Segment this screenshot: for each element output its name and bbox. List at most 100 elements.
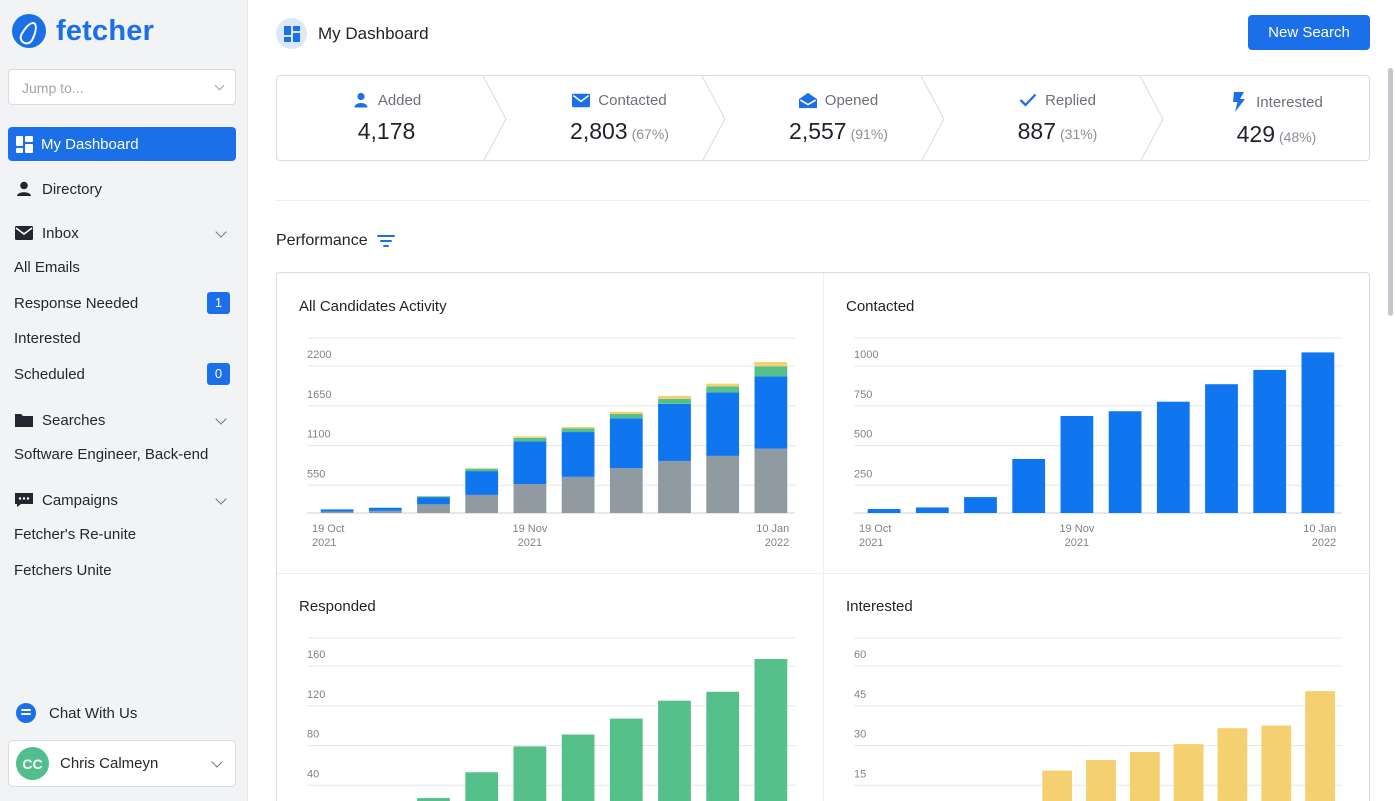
charts-grid: All Candidates Activity 550 1100 1650 2200 1… — [276, 272, 1371, 801]
sidebar-item-directory[interactable]: Directory — [14, 178, 102, 200]
charts-divider — [277, 573, 1371, 574]
bar — [320, 509, 354, 512]
bar — [1086, 760, 1116, 801]
campaigns-chevron-icon[interactable] — [215, 493, 227, 505]
logo[interactable]: fetcher — [12, 14, 154, 48]
x-tick-label: 19 Nov — [1059, 523, 1094, 535]
sidebar-item-campaign[interactable]: Fetchers Unite — [14, 562, 112, 579]
sidebar-item-campaign[interactable]: Fetcher's Re-unite — [14, 526, 137, 543]
scrollbar[interactable] — [1388, 68, 1393, 316]
user-menu[interactable]: CC Chris Calmeyn — [8, 740, 236, 787]
bar — [417, 504, 450, 513]
chevron-down-icon — [214, 80, 225, 91]
bar — [609, 468, 643, 513]
x-tick-label: 2021 — [859, 537, 883, 549]
step-percent: (67%) — [631, 126, 669, 142]
bar — [465, 494, 499, 513]
bar — [754, 361, 788, 367]
bar — [513, 441, 547, 485]
user-name: Chris Calmeyn — [60, 755, 159, 772]
funnel-stats: Added 4,178 Contacted 2,803 (67%) Opened … — [276, 75, 1370, 161]
step-label: Added — [377, 91, 422, 109]
searches-chevron-icon[interactable] — [215, 413, 227, 425]
jump-to-select[interactable]: Jump to... — [8, 69, 236, 105]
bar — [658, 700, 691, 801]
sidebar-item-interested[interactable]: Interested — [14, 330, 81, 347]
bar — [609, 411, 643, 414]
bar — [417, 496, 450, 498]
bar — [417, 798, 450, 801]
brand-name: fetcher — [56, 14, 155, 47]
interested-chart: 15 30 45 60 — [854, 637, 1342, 801]
sidebar: fetcher Jump to... My Dashboard Director… — [0, 0, 248, 801]
step-value: 2,803 — [570, 118, 628, 144]
new-search-button[interactable]: New Search — [1248, 15, 1370, 50]
performance-header: Performance — [276, 232, 395, 250]
funnel-step-replied[interactable]: Replied 887 (31%) — [948, 76, 1167, 160]
sidebar-item-label: Directory — [42, 180, 103, 198]
bar — [561, 734, 595, 801]
x-tick-label: 19 Oct — [859, 523, 891, 535]
y-tick-label: 1650 — [307, 389, 331, 401]
bar — [754, 448, 788, 513]
bar — [964, 497, 997, 513]
avatar: CC — [16, 747, 49, 780]
filter-icon[interactable] — [376, 234, 395, 248]
bar — [417, 497, 450, 505]
person-icon — [14, 181, 34, 197]
y-tick-label: 1000 — [854, 349, 878, 361]
fetcher-logo-icon — [12, 14, 46, 48]
step-value: 2,557 — [789, 118, 847, 144]
bar — [561, 432, 595, 477]
bar — [706, 386, 740, 393]
bar — [1301, 352, 1335, 513]
step-value: 887 — [1017, 118, 1056, 144]
y-tick-label: 1100 — [307, 429, 331, 441]
bar — [658, 403, 691, 461]
funnel-step-contacted[interactable]: Contacted 2,803 (67%) — [510, 76, 729, 160]
y-tick-label: 45 — [854, 689, 866, 701]
chat-with-us-link[interactable]: Chat With Us — [16, 703, 137, 723]
bar — [513, 437, 547, 442]
bar — [609, 418, 643, 469]
bar — [1042, 770, 1073, 801]
step-label: Contacted — [598, 91, 667, 109]
funnel-dividers — [482, 76, 1164, 160]
sidebar-item-campaigns[interactable]: Campaigns — [14, 489, 118, 511]
funnel-step-added[interactable]: Added 4,178 — [277, 76, 496, 160]
inbox-chevron-icon[interactable] — [215, 226, 227, 238]
sidebar-item-all-emails[interactable]: All Emails — [14, 259, 80, 276]
bar — [513, 484, 547, 513]
x-tick-label: 2022 — [765, 537, 789, 549]
section-divider — [276, 200, 1370, 201]
bar — [706, 392, 740, 456]
bar — [1156, 401, 1190, 513]
sidebar-item-label: Campaigns — [42, 491, 118, 509]
sidebar-item-response-needed[interactable]: Response Needed — [14, 295, 139, 312]
bar — [658, 395, 691, 399]
sidebar-item-searches[interactable]: Searches — [14, 409, 105, 431]
y-tick-label: 80 — [307, 729, 319, 741]
y-tick-label: 30 — [854, 729, 866, 741]
bolt-icon — [1230, 92, 1248, 112]
step-label: Replied — [1045, 91, 1096, 109]
sidebar-item-inbox[interactable]: Inbox — [14, 222, 79, 244]
sidebar-item-label: Inbox — [42, 224, 79, 242]
funnel-step-opened[interactable]: Opened 2,557 (91%) — [729, 76, 948, 160]
bar — [465, 471, 499, 495]
bar — [465, 468, 499, 472]
sidebar-item-scheduled[interactable]: Scheduled — [14, 366, 85, 383]
y-tick-label: 2200 — [307, 349, 331, 361]
bar — [465, 468, 499, 469]
sidebar-item-my-dashboard[interactable]: My Dashboard — [8, 127, 236, 161]
sidebar-item-search[interactable]: Software Engineer, Back-end — [14, 446, 209, 463]
x-tick-label: 10 Jan — [756, 523, 789, 535]
step-value: 429 — [1236, 121, 1275, 147]
dashboard-icon — [16, 135, 33, 153]
step-percent: (48%) — [1279, 129, 1317, 145]
y-tick-label: 120 — [307, 689, 325, 701]
bar — [754, 366, 788, 377]
funnel-step-interested[interactable]: Interested 429 (48%) — [1167, 76, 1369, 160]
performance-label: Performance — [276, 232, 368, 249]
y-tick-label: 60 — [854, 649, 866, 661]
